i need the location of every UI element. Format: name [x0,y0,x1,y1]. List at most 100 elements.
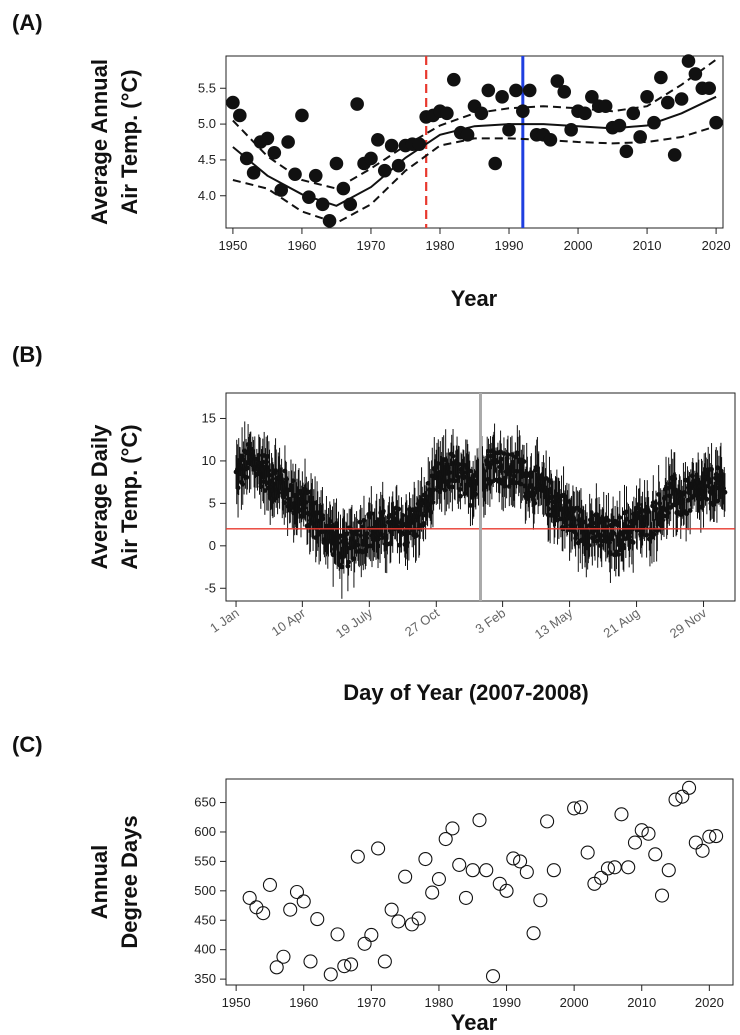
data-point [465,863,480,878]
data-point [267,145,282,160]
x-tick-label: 10 Apr [269,605,309,639]
x-tick-label: 27 Oct [402,605,442,639]
data-point [472,813,487,828]
data-point [274,183,289,197]
data-point [627,835,643,850]
data-point [502,123,516,137]
data-point [557,85,572,99]
data-point [343,197,358,212]
x-tick-label: 1980 [426,238,455,253]
data-point [516,104,530,118]
data-point [540,814,555,829]
x-tick-label: 19 July [333,605,376,641]
data-point [438,831,453,847]
data-point [481,83,496,98]
data-point [499,883,514,898]
data-point [384,138,399,153]
data-point [315,197,330,212]
data-point [578,106,592,121]
daily-point [661,513,667,519]
daily-point [709,466,714,472]
data-point [398,869,413,884]
data-point [283,902,298,917]
daily-point [617,515,623,520]
fit-lower-bound [232,125,717,225]
data-point [337,959,352,974]
daily-point [498,456,504,462]
x-tick-label: 1990 [495,238,524,253]
daily-point [428,509,434,515]
daily-point [624,509,629,515]
data-point [458,890,474,905]
data-point [640,90,654,104]
data-point [350,97,364,111]
data-point [377,954,392,969]
data-point [695,843,710,858]
panel-a-xlabel: Year [451,286,498,311]
data-point [288,167,302,182]
data-point [445,821,460,836]
data-point [418,851,433,867]
daily-point [430,499,436,505]
daily-point [267,472,272,478]
daily-point [685,497,691,503]
daily-point [586,542,592,548]
data-point [621,860,636,875]
data-point [709,829,724,844]
daily-point [621,545,627,551]
data-point [308,168,323,183]
data-point [310,912,325,927]
data-point [242,890,257,905]
data-point [289,884,305,900]
data-point [641,826,656,841]
y-tick-label: 10 [202,453,216,468]
y-tick-label: 500 [194,883,216,898]
data-point [262,877,277,892]
x-tick-label: 1950 [222,995,251,1010]
data-point [660,95,675,110]
data-point [543,133,558,147]
data-point [330,927,345,942]
daily-point [633,505,639,511]
y-tick-label: 4.5 [198,152,216,167]
daily-point [235,485,241,491]
data-point [612,118,627,133]
daily-point [596,516,602,521]
data-point [357,936,372,951]
data-point [580,845,595,860]
daily-point [452,478,458,484]
panel-b-reference-lines [226,393,735,601]
data-point [295,108,309,123]
x-tick-label: 2000 [564,238,593,253]
data-point [626,106,641,121]
data-point [506,851,521,866]
data-point [681,54,696,68]
daily-point [630,540,636,545]
x-tick-label: 2010 [627,995,656,1010]
data-point [519,864,534,880]
y-tick-label: 400 [194,942,216,957]
daily-point [345,563,351,569]
data-point [281,135,295,149]
panel-c-ticks: 1950 1960 1970 1980 1990 2000 2010 2020 350 400 45… [194,795,724,1010]
daily-point [509,452,515,457]
daily-point [466,476,472,481]
y-tick-label: 5.5 [198,80,216,95]
daily-point [457,487,463,492]
panel-b-ylabel-line1: Average Daily [87,424,112,569]
data-point [460,128,475,142]
panel-b-label: (B) [12,342,43,367]
x-tick-label: 29 Nov [667,605,710,641]
data-point [226,95,240,110]
data-point [256,906,271,921]
daily-point [518,481,524,487]
data-point [600,861,615,876]
data-point [688,835,703,850]
data-point [634,823,649,838]
data-point [619,144,634,159]
daily-point [675,509,680,515]
y-tick-label: 4.0 [198,188,216,203]
daily-point [456,462,462,467]
daily-point [395,519,401,525]
x-tick-label: 1960 [287,238,316,253]
